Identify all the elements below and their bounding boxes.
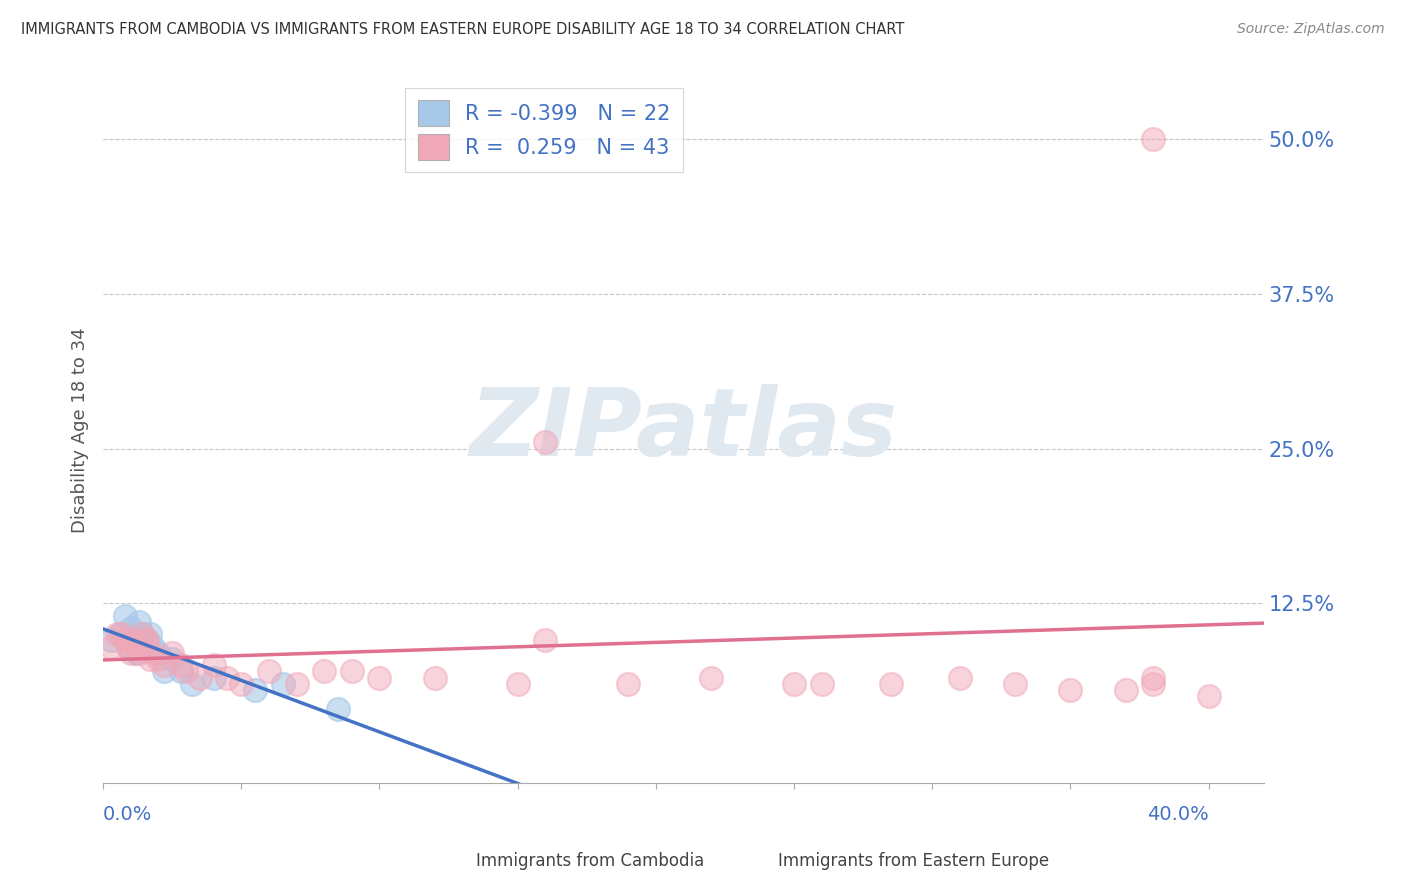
Point: [136, 633, 159, 648]
Text: Immigrants from Cambodia: Immigrants from Cambodia: [477, 852, 704, 870]
Point: [231, 677, 253, 691]
Point: [174, 665, 197, 679]
Text: ZIPatlas: ZIPatlas: [470, 384, 897, 476]
Point: [100, 633, 122, 648]
Point: [139, 652, 162, 666]
Y-axis label: Disability Age 18 to 34: Disability Age 18 to 34: [72, 327, 89, 533]
Text: IMMIGRANTS FROM CAMBODIA VS IMMIGRANTS FROM EASTERN EUROPE DISABILITY AGE 18 TO : IMMIGRANTS FROM CAMBODIA VS IMMIGRANTS F…: [21, 22, 904, 37]
Point: [125, 640, 148, 654]
Point: [1059, 683, 1081, 698]
Point: [128, 615, 150, 629]
Point: [120, 621, 142, 635]
Point: [169, 665, 191, 679]
Point: [122, 633, 145, 648]
Point: [534, 633, 557, 648]
Point: [160, 646, 183, 660]
Point: [314, 665, 336, 679]
Point: [617, 677, 640, 691]
Point: [111, 627, 134, 641]
Point: [128, 646, 150, 660]
Point: [783, 677, 806, 691]
Point: [131, 627, 153, 641]
Text: 40.0%: 40.0%: [1147, 805, 1209, 824]
Point: [202, 658, 225, 673]
Point: [131, 627, 153, 641]
Point: [202, 671, 225, 685]
Point: [257, 665, 280, 679]
Point: [180, 677, 202, 691]
Point: [148, 646, 170, 660]
Point: [368, 671, 391, 685]
Point: [114, 633, 136, 648]
Point: [340, 665, 363, 679]
Point: [160, 652, 183, 666]
Point: [700, 671, 723, 685]
Point: [125, 646, 148, 660]
Point: [188, 671, 211, 685]
Text: 0.0%: 0.0%: [103, 805, 152, 824]
Point: [134, 633, 156, 648]
Point: [1115, 683, 1137, 698]
Point: [114, 608, 136, 623]
Point: [949, 671, 972, 685]
Point: [423, 671, 446, 685]
Point: [243, 683, 266, 698]
Point: [1142, 132, 1164, 146]
Point: [326, 701, 349, 715]
Point: [1198, 689, 1220, 703]
Point: [142, 640, 165, 654]
Point: [122, 633, 145, 648]
Point: [108, 627, 131, 641]
Point: [1142, 671, 1164, 685]
Point: [117, 640, 139, 654]
Point: [1004, 677, 1026, 691]
Point: [105, 627, 128, 641]
Legend: R = -0.399   N = 22, R =  0.259   N = 43: R = -0.399 N = 22, R = 0.259 N = 43: [405, 87, 683, 172]
Point: [1142, 677, 1164, 691]
Point: [120, 646, 142, 660]
Point: [169, 658, 191, 673]
Point: [117, 640, 139, 654]
Point: [506, 677, 529, 691]
Point: [810, 677, 832, 691]
Point: [534, 435, 557, 450]
Text: Immigrants from Eastern Europe: Immigrants from Eastern Europe: [779, 852, 1049, 870]
Point: [217, 671, 239, 685]
Point: [148, 652, 170, 666]
Point: [134, 633, 156, 648]
Point: [285, 677, 308, 691]
Point: [139, 627, 162, 641]
Point: [153, 658, 176, 673]
Text: Source: ZipAtlas.com: Source: ZipAtlas.com: [1237, 22, 1385, 37]
Point: [136, 633, 159, 648]
Point: [271, 677, 294, 691]
Point: [142, 646, 165, 660]
Point: [880, 677, 903, 691]
Point: [153, 665, 176, 679]
Point: [100, 640, 122, 654]
